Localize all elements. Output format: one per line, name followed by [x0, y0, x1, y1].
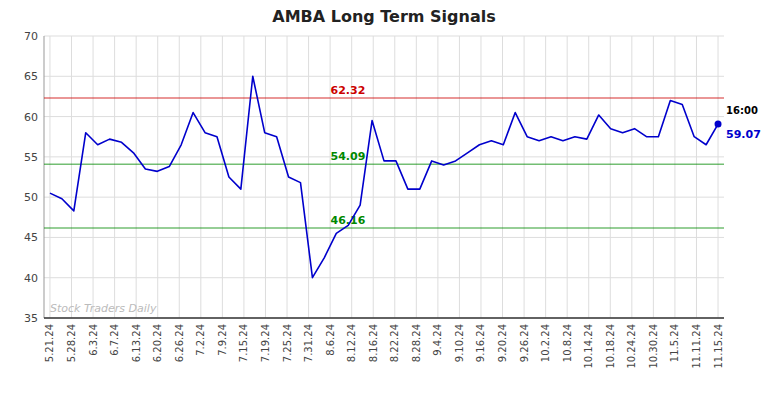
watermark: Stock Traders Daily: [50, 302, 157, 315]
y-grid-line: [44, 76, 724, 77]
y-grid-line: [44, 36, 724, 37]
y-grid-line: [44, 277, 724, 278]
y-tick-label: 55: [24, 151, 38, 164]
x-grid-line: [610, 36, 611, 318]
x-tick-label: 7.31.24: [303, 324, 314, 362]
grid: [44, 36, 724, 318]
last-time: 16:00: [726, 105, 758, 116]
x-tick-label: 6.7.24: [109, 324, 120, 356]
x-grid-line: [49, 36, 50, 318]
x-tick-label: 10.2.24: [540, 324, 551, 362]
y-tick-label: 70: [24, 30, 38, 43]
x-tick-label: 6.26.24: [174, 324, 185, 362]
x-tick-label: 6.3.24: [88, 324, 99, 356]
reference-label: 62.32: [331, 84, 366, 97]
x-grid-line: [653, 36, 654, 318]
x-grid-line: [718, 36, 719, 318]
x-grid-line: [373, 36, 374, 318]
x-grid-line: [631, 36, 632, 318]
x-tick-label: 8.22.24: [389, 324, 400, 362]
x-tick-label: 8.16.24: [368, 324, 379, 362]
x-grid-line: [243, 36, 244, 318]
x-grid-line: [696, 36, 697, 318]
y-grid-line: [44, 237, 724, 238]
x-grid-line: [71, 36, 72, 318]
x-grid-line: [588, 36, 589, 318]
y-grid-line: [44, 156, 724, 157]
y-tick-label: 50: [24, 191, 38, 204]
x-grid-line: [308, 36, 309, 318]
y-grid-line: [44, 318, 724, 319]
x-tick-label: 10.14.24: [583, 324, 594, 369]
x-tick-label: 7.2.24: [195, 324, 206, 356]
x-tick-label: 8.12.24: [346, 324, 357, 362]
x-grid-line: [157, 36, 158, 318]
x-tick-label: 5.21.24: [44, 324, 55, 362]
reference-label: 54.09: [331, 150, 366, 163]
x-tick-label: 11.5.24: [669, 324, 680, 362]
y-tick-label: 35: [24, 312, 38, 325]
x-tick-label: 8.6.24: [325, 324, 336, 356]
y-tick-label: 40: [24, 272, 38, 285]
x-tick-label: 8.28.24: [411, 324, 422, 362]
x-grid-line: [437, 36, 438, 318]
y-tick-label: 60: [24, 111, 38, 124]
reference-line: [44, 163, 724, 165]
x-grid-line: [114, 36, 115, 318]
price-line: [50, 76, 718, 277]
last-price: 59.07: [726, 128, 761, 141]
last-point: [715, 121, 722, 128]
y-axis: [44, 36, 45, 318]
x-tick-label: 7.19.24: [260, 324, 271, 362]
x-grid-line: [93, 36, 94, 318]
x-grid-line: [222, 36, 223, 318]
x-tick-label: 10.8.24: [562, 324, 573, 362]
y-grid-line: [44, 197, 724, 198]
x-grid-line: [480, 36, 481, 318]
x-tick-label: 9.4.24: [432, 324, 443, 356]
x-tick-label: 6.13.24: [131, 324, 142, 362]
x-tick-label: 7.25.24: [282, 324, 293, 362]
x-grid-line: [674, 36, 675, 318]
reference-line: [44, 227, 724, 229]
x-grid-line: [416, 36, 417, 318]
x-tick-label: 9.10.24: [454, 324, 465, 362]
x-grid-line: [200, 36, 201, 318]
x-grid-line: [287, 36, 288, 318]
x-grid-line: [394, 36, 395, 318]
chart: AMBA Long Term Signals 35 40 45 50 55 60 65 70 5.…: [0, 0, 784, 398]
x-tick-label: 11.11.24: [691, 324, 702, 369]
x-axis: [44, 317, 724, 319]
reference-line: [44, 97, 724, 99]
x-tick-label: 5.28.24: [66, 324, 77, 362]
x-grid-line: [459, 36, 460, 318]
reference-lines: [44, 98, 724, 228]
x-tick-label: 11.15.24: [713, 324, 724, 369]
x-grid-line: [265, 36, 266, 318]
series: [50, 76, 722, 277]
x-tick-label: 10.18.24: [605, 324, 616, 369]
x-grid-line: [524, 36, 525, 318]
x-tick-label: 9.26.24: [519, 324, 530, 362]
title: AMBA Long Term Signals: [272, 7, 495, 26]
x-tick-label: 7.9.24: [217, 324, 228, 356]
y-tick-label: 65: [24, 70, 38, 83]
x-tick-label: 7.15.24: [238, 324, 249, 362]
x-grid-line: [545, 36, 546, 318]
x-grid-line: [179, 36, 180, 318]
x-grid-line: [502, 36, 503, 318]
y-grid-line: [44, 116, 724, 117]
x-grid-line: [567, 36, 568, 318]
x-grid-line: [351, 36, 352, 318]
x-tick-label: 9.20.24: [497, 324, 508, 362]
x-grid-line: [136, 36, 137, 318]
x-tick-label: 10.24.24: [626, 324, 637, 369]
x-tick-label: 6.20.24: [152, 324, 163, 362]
x-tick-label: 9.16.24: [475, 324, 486, 362]
x-grid-line: [330, 36, 331, 318]
y-tick-label: 45: [24, 231, 38, 244]
x-tick-label: 10.30.24: [648, 324, 659, 369]
